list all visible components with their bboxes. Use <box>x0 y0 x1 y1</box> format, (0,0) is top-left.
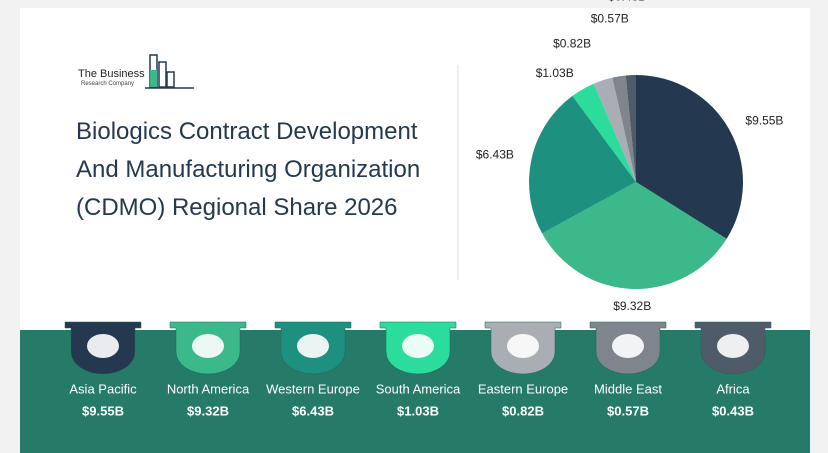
slice-label: $0.57B <box>591 11 629 25</box>
region-value: $1.03B <box>397 403 439 418</box>
pie-slice <box>572 83 636 182</box>
region-name: Asia Pacific <box>69 381 137 396</box>
region-value: $0.82B <box>502 403 544 418</box>
region-name: Middle East <box>594 381 662 396</box>
region-value: $9.55B <box>82 403 124 418</box>
chart-title: Biologics Contract Development And Manuf… <box>76 118 421 221</box>
pie-slice <box>612 75 636 182</box>
region-map <box>717 334 749 358</box>
region-value: $6.43B <box>292 403 334 418</box>
region-map <box>192 334 224 358</box>
pie-slice <box>542 182 727 289</box>
logo-accent <box>150 70 157 87</box>
region-value: $0.57B <box>607 403 649 418</box>
region-value: $9.32B <box>187 403 229 418</box>
region-value: $0.43B <box>712 403 754 418</box>
region-map <box>297 334 329 358</box>
region-name: Africa <box>716 381 750 396</box>
slice-label: $9.32B <box>613 299 651 313</box>
region-map <box>612 334 644 358</box>
region-name: North America <box>167 381 250 396</box>
slice-label: $9.55B <box>745 114 783 128</box>
pie-slice <box>625 75 636 182</box>
pie-slice <box>593 77 636 182</box>
pie-slice <box>636 75 743 239</box>
logo-subname: Research Company <box>81 81 135 87</box>
region-map <box>87 334 119 358</box>
region-map <box>402 334 434 358</box>
slice-label: $0.82B <box>553 36 591 50</box>
region-map <box>507 334 539 358</box>
region-name: Western Europe <box>266 381 360 396</box>
pie-slice <box>529 95 636 234</box>
slice-label: $0.43B <box>608 0 646 3</box>
region-name: Eastern Europe <box>478 381 568 396</box>
logo-name: The Business <box>78 68 145 80</box>
slice-label: $1.03B <box>536 66 574 80</box>
region-name: South America <box>376 381 461 396</box>
slice-label: $6.43B <box>476 147 514 161</box>
